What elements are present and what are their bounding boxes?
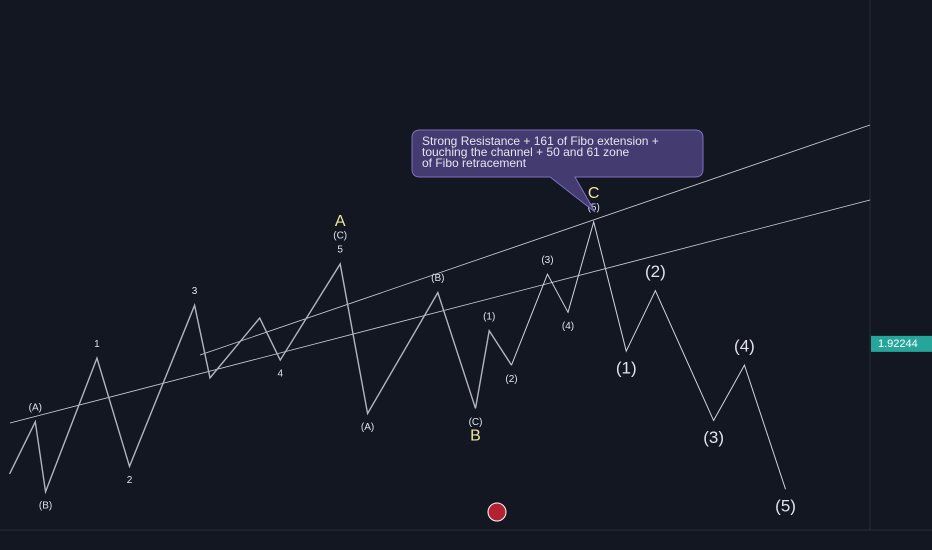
channel-line <box>199 124 871 356</box>
wave-label: C <box>588 185 600 202</box>
last-price-box <box>871 335 932 352</box>
wave-label: (4) <box>562 321 574 332</box>
wave-label: (2) <box>505 374 517 385</box>
wave-label: A <box>335 213 346 230</box>
wave-label: B <box>470 428 481 445</box>
channel-line <box>9 199 871 424</box>
wave-label: (1) <box>483 311 495 322</box>
annotation: Strong Resistance + 161 of Fibo extensio… <box>422 134 659 148</box>
wave-label: 5 <box>337 245 343 256</box>
wave-label: (3) <box>541 255 553 266</box>
wave-label: 3 <box>192 286 198 297</box>
wave-label: (B) <box>431 273 444 284</box>
wave-label: (5) <box>775 497 796 516</box>
wave-label: (3) <box>703 428 724 447</box>
wave-label: 1 <box>94 339 100 350</box>
wave-label: 2 <box>127 475 133 486</box>
wave-label: (A) <box>29 402 42 413</box>
wave-label: (A) <box>361 422 374 433</box>
wave-label: (5) <box>588 203 600 214</box>
flag-icon[interactable] <box>487 502 507 522</box>
wave-path <box>511 220 787 490</box>
wave-label: (2) <box>645 262 666 281</box>
wave-label: (C) <box>333 231 347 242</box>
wave-path <box>8 262 513 495</box>
wave-label: (B) <box>39 500 52 511</box>
price-axis <box>870 0 932 550</box>
wave-label: (C) <box>469 417 483 428</box>
wave-label: (4) <box>734 337 755 356</box>
callout-box <box>411 129 704 213</box>
wave-label: 4 <box>277 369 283 380</box>
wave-label: (1) <box>616 359 637 378</box>
annotation: of Fibo retracement <box>422 156 527 170</box>
annotation: touching the channel + 50 and 61 zone <box>422 145 629 159</box>
last-price-label: 1.92244 <box>878 338 918 350</box>
